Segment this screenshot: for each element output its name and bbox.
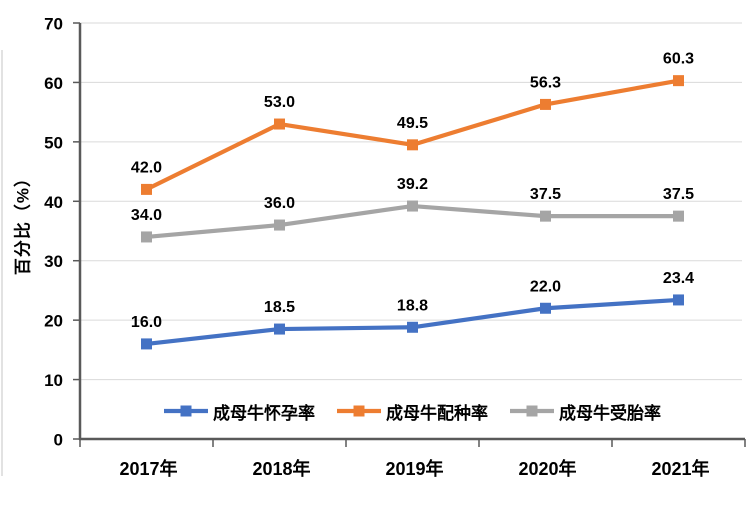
y-tick-label: 20 [44,312,63,331]
data-label: 49.5 [397,115,428,132]
data-point-marker-成母牛受胎率 [673,210,684,222]
data-label: 18.5 [264,299,295,316]
data-label: 60.3 [663,51,694,68]
data-label: 34.0 [131,207,162,224]
legend-label: 成母牛配种率 [386,403,488,423]
data-point-marker-成母牛配种率 [673,75,684,87]
data-point-marker-成母牛怀孕率 [673,294,684,306]
data-point-marker-成母牛配种率 [540,98,551,110]
legend-item-3: 成母牛受胎率 [510,399,661,424]
legend-label: 成母牛受胎率 [559,403,661,423]
legend-marker-icon [510,405,554,417]
data-point-marker-成母牛受胎率 [407,200,418,212]
y-tick-label: 0 [54,431,63,450]
data-label: 18.8 [397,297,428,314]
x-tick-label: 2017年 [119,458,177,479]
legend-label: 成母牛怀孕率 [213,403,315,423]
x-tick-label: 2019年 [385,458,443,479]
data-point-marker-成母牛怀孕率 [540,302,551,314]
data-label: 23.4 [663,270,694,287]
data-label: 37.5 [663,186,694,203]
y-tick-label: 40 [44,193,63,212]
legend-marker-icon [164,405,208,417]
x-tick-label: 2018年 [252,458,310,479]
y-tick-label: 60 [44,74,63,93]
y-tick-label: 50 [44,133,63,152]
data-point-marker-成母牛配种率 [141,183,152,195]
data-label: 37.5 [530,186,561,203]
data-point-marker-成母牛受胎率 [141,231,152,243]
data-point-marker-成母牛怀孕率 [274,323,285,335]
data-label: 56.3 [530,74,561,91]
x-tick-label: 2020年 [518,458,576,479]
legend-item-1: 成母牛怀孕率 [164,399,315,424]
data-point-marker-成母牛怀孕率 [407,321,418,333]
legend-item-2: 成母牛配种率 [337,399,488,424]
y-tick-label: 70 [44,15,63,34]
legend-marker-icon [337,405,381,417]
x-tick-label: 2021年 [651,458,709,479]
data-point-marker-成母牛受胎率 [274,219,285,231]
data-label: 39.2 [397,176,428,193]
data-point-marker-成母牛配种率 [407,139,418,151]
window-edge-line [1,50,3,476]
data-point-marker-成母牛受胎率 [540,210,551,222]
data-label: 36.0 [264,195,295,212]
y-tick-label: 10 [44,371,63,390]
data-label: 42.0 [131,159,162,176]
data-point-marker-成母牛怀孕率 [141,338,152,350]
data-point-marker-成母牛配种率 [274,118,285,130]
data-label: 16.0 [131,314,162,331]
y-axis-title: 百分比（%） [13,168,33,276]
data-label: 22.0 [530,278,561,295]
series-line-成母牛配种率 [145,78,679,192]
y-tick-label: 30 [44,252,63,271]
data-label: 53.0 [264,94,295,111]
chart-legend: 成母牛怀孕率 成母牛配种率 成母牛受胎率 [80,399,745,423]
